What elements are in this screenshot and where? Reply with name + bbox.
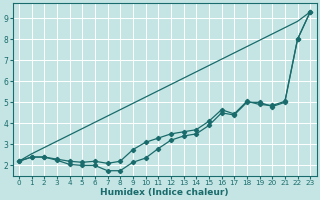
X-axis label: Humidex (Indice chaleur): Humidex (Indice chaleur) — [100, 188, 229, 197]
